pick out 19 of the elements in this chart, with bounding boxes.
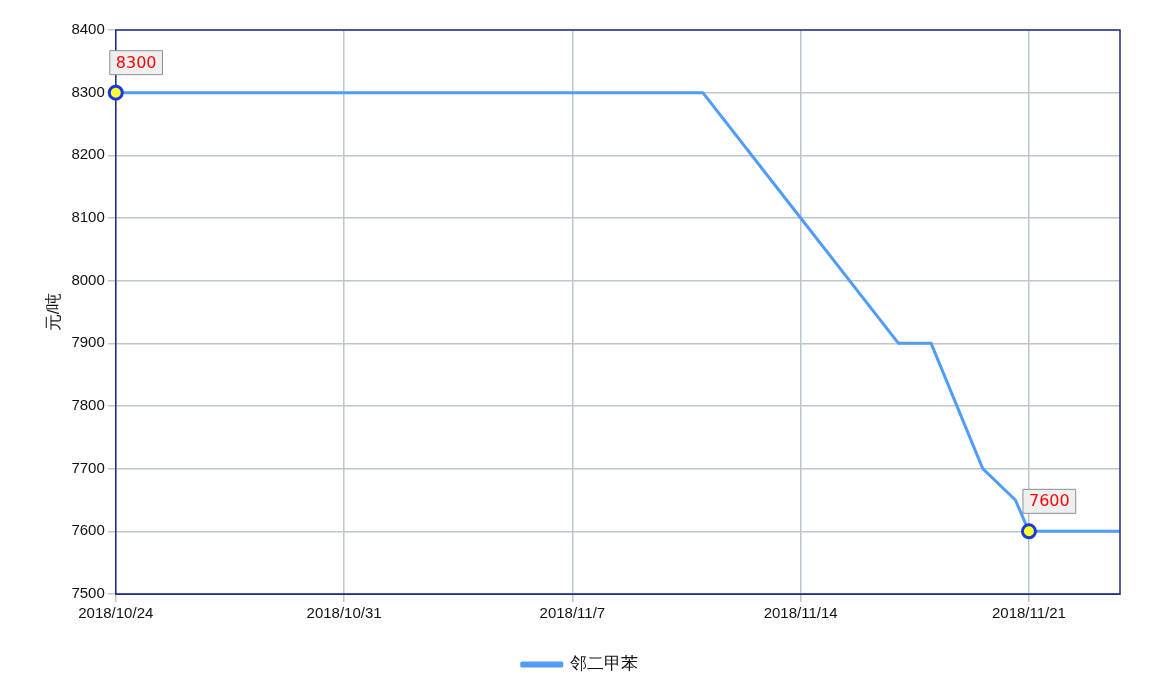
y-tick-label: 7900 — [71, 333, 105, 351]
annotation: 7600 — [1028, 491, 1070, 511]
x-tick-label: 2018/10/31 — [306, 604, 382, 622]
y-tick-label: 7600 — [71, 521, 105, 539]
y-axis-title: 元/吨 — [43, 292, 63, 332]
legend-label: 邻二甲苯 — [570, 652, 639, 673]
y-tick-label: 7700 — [71, 458, 105, 476]
y-tick-label: 7500 — [71, 584, 105, 602]
x-tick-label: 2018/11/21 — [991, 604, 1066, 622]
y-tick-label: 8300 — [71, 82, 105, 100]
x-tick-label: 2018/11/14 — [763, 604, 838, 622]
y-tick-label: 8000 — [71, 270, 105, 288]
annotation: 8300 — [115, 52, 157, 72]
y-tick-label: 8400 — [71, 20, 105, 38]
x-tick-label: 2018/10/24 — [78, 604, 154, 622]
y-tick-label: 8100 — [71, 208, 105, 226]
y-tick-label: 7800 — [71, 396, 105, 414]
x-tick-label: 2018/11/7 — [539, 604, 606, 622]
y-tick-label: 8200 — [71, 145, 105, 163]
